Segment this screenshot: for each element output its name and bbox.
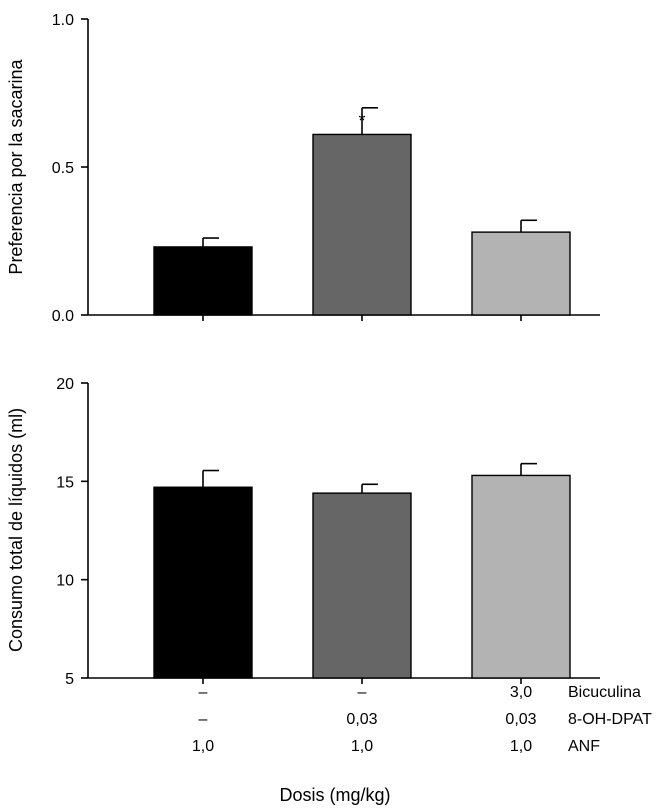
y-tick-label: 5 — [65, 671, 74, 688]
drug-label-anf: ANF — [568, 738, 600, 755]
dose-table: – – 3,0 Bicuculina – 0,03 0,03 8-OH-DPAT… — [192, 684, 652, 755]
y-axis-label-top: Preferencia por la sacarina — [6, 58, 26, 274]
dose-anf-group-3: 1,0 — [510, 738, 532, 755]
dose-anf-group-1: 1,0 — [192, 738, 214, 755]
dose-8ohdpat-group-2: 0,03 — [346, 711, 377, 728]
y-tick-label: 0.5 — [52, 160, 74, 177]
y-tick-label: 15 — [56, 474, 74, 491]
dose-anf-group-2: 1,0 — [351, 738, 373, 755]
bar — [312, 492, 412, 679]
dose-8ohdpat-group-1: – — [199, 711, 208, 728]
y-tick-label: 10 — [56, 573, 74, 590]
dose-bicuculina-group-2: – — [358, 684, 367, 701]
bar — [471, 474, 571, 679]
panel-saccharin-preference: Preferencia por la sacarina * 0.00.51.0 — [6, 12, 600, 325]
y-tick-label: 20 — [56, 376, 74, 393]
y-tick-label: 1.0 — [52, 12, 74, 29]
y-tick-label: 0.0 — [52, 308, 74, 325]
bar — [471, 231, 571, 316]
dose-bicuculina-group-1: – — [199, 684, 208, 701]
bar — [153, 246, 253, 316]
x-axis-label: Dosis (mg/kg) — [279, 785, 390, 805]
bar — [153, 486, 253, 679]
dose-bicuculina-group-3: 3,0 — [510, 684, 532, 701]
bar — [312, 133, 412, 316]
panel-total-fluid-intake: Consumo total de líquidos (ml) 5 10 15 20 — [6, 376, 600, 688]
drug-label-bicuculina: Bicuculina — [568, 684, 641, 701]
drug-label-8ohdpat: 8-OH-DPAT — [568, 711, 652, 728]
y-axis-label-bottom: Consumo total de líquidos (ml) — [6, 408, 26, 652]
dose-8ohdpat-group-3: 0,03 — [505, 711, 536, 728]
